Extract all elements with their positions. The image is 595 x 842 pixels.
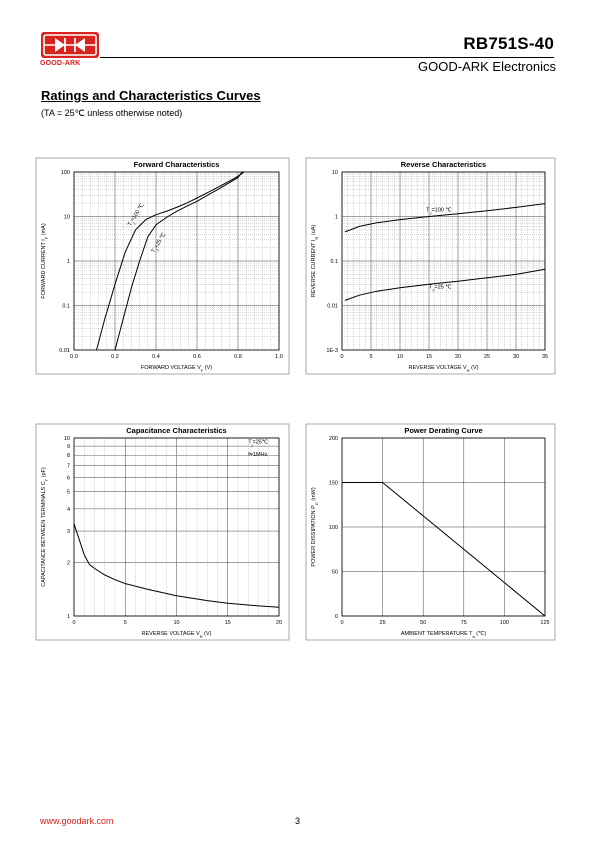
forward-title: Forward Characteristics — [134, 160, 220, 169]
y-tick-label: 10 — [64, 215, 70, 221]
x-tick-label: 25 — [380, 620, 386, 626]
forward-chart: Forward Characteristics 0.0 0.2 0.4 0.6 0.8 1.… — [35, 157, 290, 375]
y-tick-label: 4 — [67, 507, 70, 513]
y-tick-label: 1 — [67, 259, 70, 265]
x-tick-label: 10 — [397, 354, 403, 360]
x-tick-label: 0 — [72, 620, 75, 626]
x-tick-label: 0 — [340, 354, 343, 360]
y-tick-label: 5 — [67, 490, 70, 496]
derating-frame — [305, 423, 556, 641]
y-tick-label: 1 — [335, 215, 338, 221]
y-tick-label: 1 — [67, 614, 70, 620]
forward-frame — [35, 157, 290, 375]
derating-xlabel: AMBIENT TEMPERATURE Ta (℃) — [401, 631, 486, 639]
reverse-plot-area — [341, 171, 546, 351]
x-tick-label: 35 — [542, 354, 548, 360]
reverse-frame — [305, 157, 556, 375]
derating-ylabel: POWER DISSIPATION PD (mW) — [311, 487, 319, 567]
capacitance-title: Capacitance Characteristics — [126, 426, 226, 435]
x-tick-label: 20 — [276, 620, 282, 626]
page-number: 3 — [295, 816, 301, 826]
x-tick-label: 15 — [225, 620, 231, 626]
x-tick-label: 50 — [420, 620, 426, 626]
y-tick-label: 50 — [332, 570, 338, 576]
reverse-series-1 — [344, 203, 546, 233]
forward-ylabel: FORWARD CURRENT IF (mA) — [41, 223, 49, 299]
y-tick-label: 10 — [332, 170, 338, 176]
capacitance-annotation: f=1MHz — [248, 452, 267, 458]
capacitance-xlabel: REVERSE VOLTAGE VR (V) — [142, 631, 212, 639]
forward-series-1 — [96, 171, 245, 351]
derating-series-1 — [342, 482, 546, 617]
y-tick-label: 1E-3 — [326, 348, 338, 354]
reverse-ylabel: REVERSE CURRENT IR (uA) — [311, 225, 319, 298]
capacitance-series-1 — [73, 523, 280, 608]
reverse-title: Reverse Characteristics — [401, 160, 486, 169]
y-tick-label: 150 — [329, 481, 338, 487]
y-tick-label: 0.01 — [59, 348, 70, 354]
derating-plot-area — [341, 437, 546, 617]
y-tick-label: 0.1 — [330, 259, 338, 265]
reverse-annotation: TJ=100 ℃ — [426, 207, 452, 215]
part-number: RB751S-40 — [463, 34, 554, 53]
company-name: GOOD-ARK Electronics — [418, 59, 556, 74]
y-tick-label: 9 — [67, 444, 70, 450]
forward-xlabel: FORWARD VOLTAGE VF (V) — [141, 365, 212, 373]
x-tick-label: 0 — [340, 620, 343, 626]
capacitance-plot-area — [73, 437, 280, 617]
forward-plot-area — [73, 171, 280, 351]
x-tick-label: 15 — [426, 354, 432, 360]
x-tick-label: 1.0 — [275, 354, 283, 360]
capacitance-annotation: Tj=25℃ — [248, 440, 269, 448]
x-tick-label: 10 — [173, 620, 179, 626]
derating-chart: Power Derating Curve 0 25 50 75 100 125 0 50 100 1… — [305, 423, 556, 641]
capacitance-ylabel: CAPACITANCE BETWEEN TERMINALS CT (pF) — [41, 467, 49, 587]
y-tick-label: 0.1 — [62, 304, 70, 310]
x-tick-label: 5 — [369, 354, 372, 360]
forward-annotation: TJ=25 ℃ — [151, 231, 170, 255]
capacitance-chart: Capacitance Characteristics 0 5 10 15 20 1 2 3 4 5… — [35, 423, 290, 641]
good-ark-logo — [41, 32, 99, 58]
y-tick-label: 100 — [329, 525, 338, 531]
header-rule — [100, 57, 554, 58]
capacitance-frame — [35, 423, 290, 641]
x-tick-label: 100 — [500, 620, 509, 626]
reverse-chart: Reverse Characteristics 0 5 10 15 20 25 30 35 1E-… — [305, 157, 556, 375]
x-tick-label: 125 — [540, 620, 549, 626]
y-tick-label: 10 — [64, 436, 70, 442]
section-note: (TA = 25℃ unless otherwise noted) — [41, 108, 183, 118]
forward-annotation: TJ=100 ℃ — [127, 202, 147, 228]
x-tick-label: 0.0 — [70, 354, 78, 360]
footer-url[interactable]: www.goodark.com — [40, 816, 114, 826]
x-tick-label: 30 — [513, 354, 519, 360]
x-tick-label: 25 — [484, 354, 490, 360]
x-tick-label: 0.8 — [234, 354, 242, 360]
y-tick-label: 100 — [61, 170, 70, 176]
y-tick-label: 200 — [329, 436, 338, 442]
y-tick-label: 8 — [67, 453, 70, 459]
y-tick-label: 0 — [335, 614, 338, 620]
diode-logo-icon — [43, 34, 97, 56]
forward-series-2 — [114, 171, 243, 351]
reverse-annotation: TJ=25 ℃ — [429, 285, 452, 293]
y-tick-label: 2 — [67, 560, 70, 566]
derating-title: Power Derating Curve — [404, 426, 482, 435]
x-tick-label: 75 — [461, 620, 467, 626]
y-tick-label: 6 — [67, 475, 70, 481]
x-tick-label: 20 — [455, 354, 461, 360]
logo-text: GOOD-ARK — [40, 60, 81, 67]
y-tick-label: 3 — [67, 529, 70, 535]
reverse-xlabel: REVERSE VOLTAGE VR (V) — [409, 365, 479, 373]
x-tick-label: 0.6 — [193, 354, 201, 360]
y-tick-label: 0.01 — [327, 304, 338, 310]
y-tick-label: 7 — [67, 464, 70, 470]
x-tick-label: 5 — [124, 620, 127, 626]
x-tick-label: 0.2 — [111, 354, 119, 360]
section-title: Ratings and Characteristics Curves — [41, 88, 261, 103]
x-tick-label: 0.4 — [152, 354, 160, 360]
reverse-series-2 — [344, 268, 546, 301]
